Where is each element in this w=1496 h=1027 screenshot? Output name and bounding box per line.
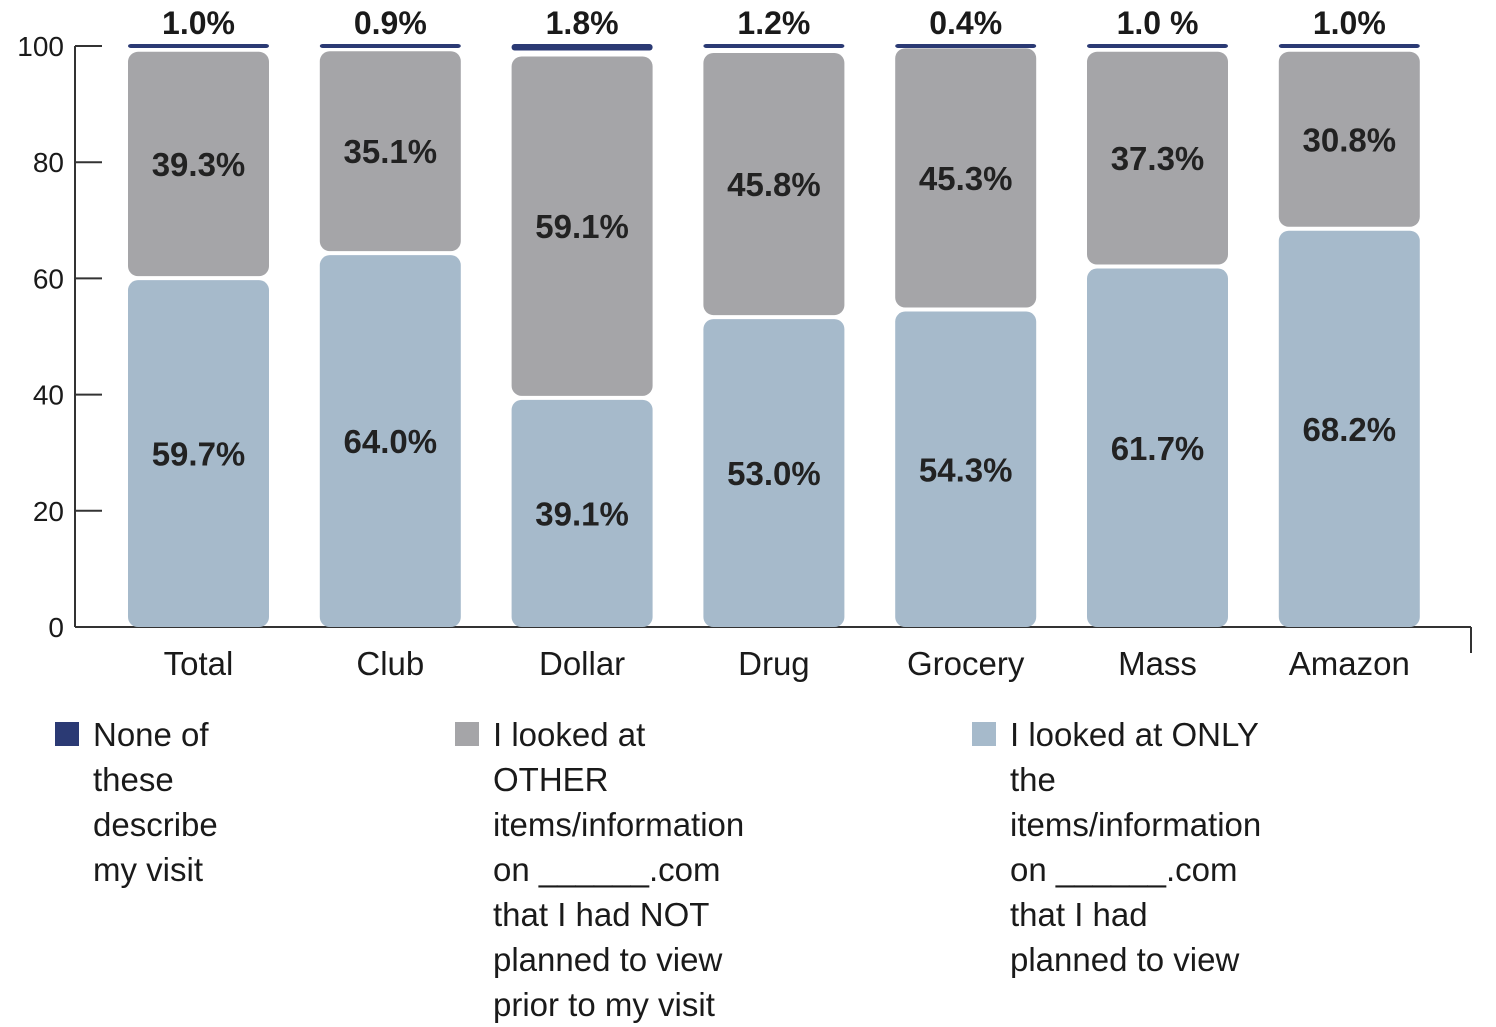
bar-segment-none: [895, 44, 1037, 48]
bar-segment-only: [1087, 268, 1228, 627]
bar-segment-other: [895, 48, 1037, 308]
bar-segment-none: [1278, 44, 1420, 48]
legend-label-none: None of these describe my visit: [93, 716, 218, 888]
y-tick-label: 40: [33, 380, 64, 411]
bar-segment-only: [1278, 230, 1420, 627]
x-category-label: Mass: [1118, 645, 1197, 682]
data-label-none: 1.2%: [737, 5, 810, 41]
data-label-only: 64.0%: [344, 423, 438, 460]
x-category-label: Drug: [738, 645, 810, 682]
data-label-none: 0.4%: [929, 5, 1002, 41]
x-category-label: Club: [356, 645, 424, 682]
data-label-none: 1.8%: [546, 5, 619, 41]
legend-label-only: I looked at ONLY the items/information o…: [1010, 716, 1262, 978]
legend-swatch-only: [972, 722, 996, 746]
bar-segment-only: [703, 319, 845, 627]
legend-swatch-other: [455, 722, 479, 746]
y-tick-label: 80: [33, 147, 64, 178]
bar-segment-only: [319, 255, 461, 627]
data-label-only: 59.7%: [152, 436, 246, 473]
data-label-only: 54.3%: [919, 451, 1013, 488]
data-label-none: 1.0 %: [1117, 5, 1199, 41]
data-label-only: 39.1%: [535, 495, 629, 532]
data-label-none: 1.0%: [162, 5, 235, 41]
data-label-other: 45.8%: [727, 166, 821, 203]
bar-segment-none: [128, 44, 269, 48]
bar-segment-other: [1278, 51, 1420, 227]
bar-segment-none: [511, 44, 653, 51]
bar-segment-none: [1087, 44, 1228, 48]
data-label-none: 1.0%: [1313, 5, 1386, 41]
bar-segment-only: [895, 311, 1037, 627]
data-label-other: 59.1%: [535, 208, 629, 245]
x-category-label: Amazon: [1289, 645, 1410, 682]
bar-segment-only: [128, 280, 269, 627]
x-category-label: Dollar: [539, 645, 625, 682]
bar-segment-other: [511, 56, 653, 396]
legend-swatch-none: [55, 722, 79, 746]
bar-segment-other: [703, 52, 845, 316]
data-label-other: 45.3%: [919, 160, 1013, 197]
bar-segment-other: [319, 51, 461, 252]
x-category-label: Grocery: [907, 645, 1025, 682]
bar-segment-only: [511, 399, 653, 627]
x-category-label: Total: [164, 645, 234, 682]
y-tick-label: 0: [48, 612, 64, 643]
data-label-other: 35.1%: [344, 133, 438, 170]
data-label-other: 39.3%: [152, 146, 246, 183]
y-tick-label: 100: [17, 31, 64, 62]
chart-labels: 59.7% 39.3% 1.0% 64.0% 35.1% 0.9% 39.1% 59.1% 1.…: [152, 5, 1396, 532]
chart-bars: [128, 44, 1420, 627]
stacked-bar-chart: 0 20 40 60 80 100 Total Club Dollar Drug Grocery Ma…: [17, 5, 1472, 682]
bar-segment-other: [128, 51, 269, 277]
chart-axes: 0 20 40 60 80 100 Total Club Dollar Drug Grocery Ma…: [17, 31, 1472, 682]
data-label-none: 0.9%: [354, 5, 427, 41]
bar-segment-none: [703, 44, 845, 48]
data-label-only: 68.2%: [1303, 411, 1397, 448]
data-label-only: 61.7%: [1111, 430, 1205, 467]
bar-segment-none: [319, 44, 461, 48]
y-tick-label: 60: [33, 263, 64, 294]
y-tick-label: 20: [33, 496, 64, 527]
data-label-only: 53.0%: [727, 455, 821, 492]
data-label-other: 30.8%: [1303, 121, 1397, 158]
legend-label-other: I looked at OTHER items/information on _…: [493, 716, 745, 1023]
data-label-other: 37.3%: [1111, 140, 1205, 177]
bar-segment-other: [1087, 51, 1228, 265]
